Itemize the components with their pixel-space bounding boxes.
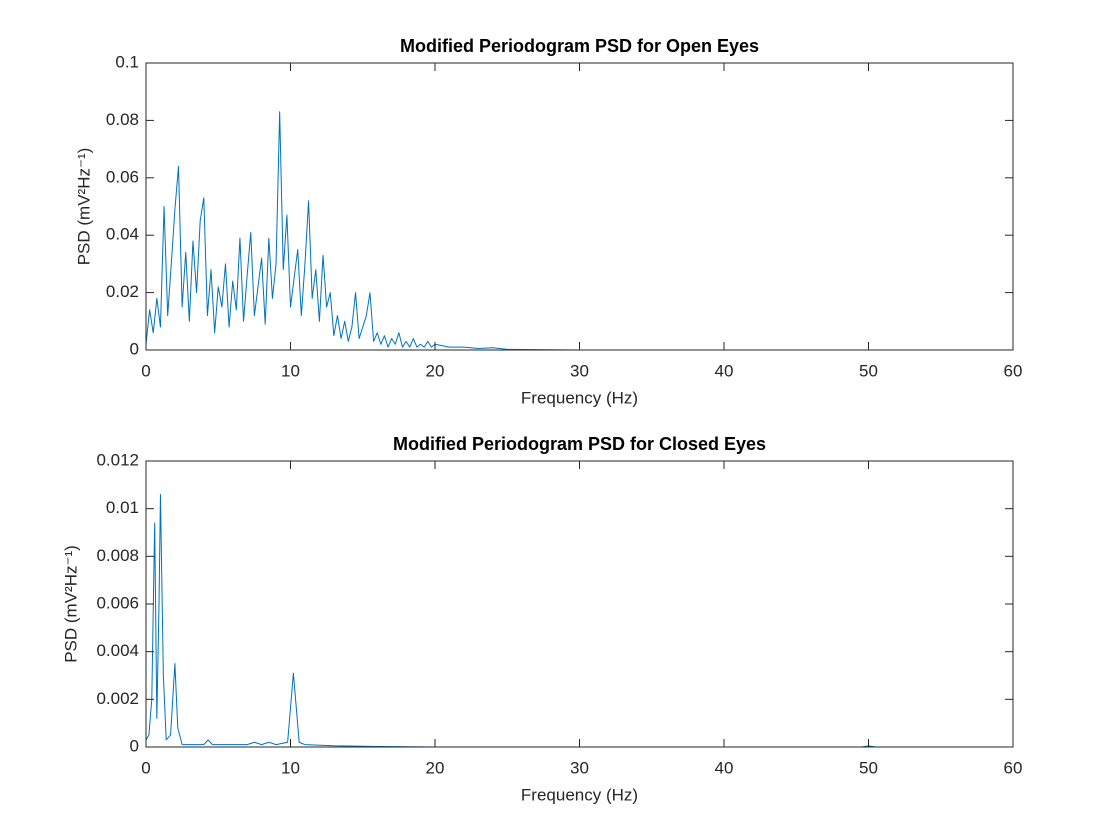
y-tick-label: 0.004	[96, 641, 139, 660]
y-axis-label: PSD (mV²Hz⁻¹)	[74, 148, 93, 266]
psd-line	[145, 493, 1013, 748]
y-tick-label: 0.006	[96, 593, 139, 612]
chart-title: Modified Periodogram PSD for Closed Eyes	[393, 434, 766, 454]
y-tick-label: 0.04	[106, 225, 139, 244]
x-tick-label: 20	[426, 758, 445, 777]
x-tick-label: 10	[281, 361, 300, 380]
x-tick-label: 40	[715, 361, 734, 380]
x-tick-label: 0	[141, 361, 150, 380]
x-tick-label: 20	[426, 361, 445, 380]
axes-background	[146, 461, 1013, 747]
y-tick-label: 0.02	[106, 282, 139, 301]
chart-title: Modified Periodogram PSD for Open Eyes	[400, 36, 759, 56]
x-tick-label: 0	[141, 758, 150, 777]
y-tick-label: 0.012	[96, 450, 139, 469]
y-tick-label: 0.002	[96, 689, 139, 708]
y-tick-label: 0.1	[115, 52, 139, 71]
x-tick-label: 10	[281, 758, 300, 777]
y-tick-label: 0	[130, 339, 139, 358]
axes-background	[146, 63, 1013, 350]
y-tick-label: 0.01	[106, 498, 139, 517]
x-tick-label: 60	[1004, 758, 1023, 777]
y-tick-label: 0.08	[106, 110, 139, 129]
x-tick-label: 50	[859, 361, 878, 380]
x-axis-label: Frequency (Hz)	[521, 388, 638, 407]
x-tick-label: 30	[570, 758, 589, 777]
y-axis-label: PSD (mV²Hz⁻¹)	[61, 545, 80, 663]
x-tick-label: 50	[859, 758, 878, 777]
y-tick-label: 0.06	[106, 167, 139, 186]
x-tick-label: 60	[1004, 361, 1023, 380]
y-tick-label: 0.008	[96, 546, 139, 565]
y-tick-label: 0	[130, 736, 139, 755]
x-axis-label: Frequency (Hz)	[521, 785, 638, 804]
psd-line	[145, 111, 1013, 351]
x-tick-label: 40	[715, 758, 734, 777]
x-tick-label: 30	[570, 361, 589, 380]
